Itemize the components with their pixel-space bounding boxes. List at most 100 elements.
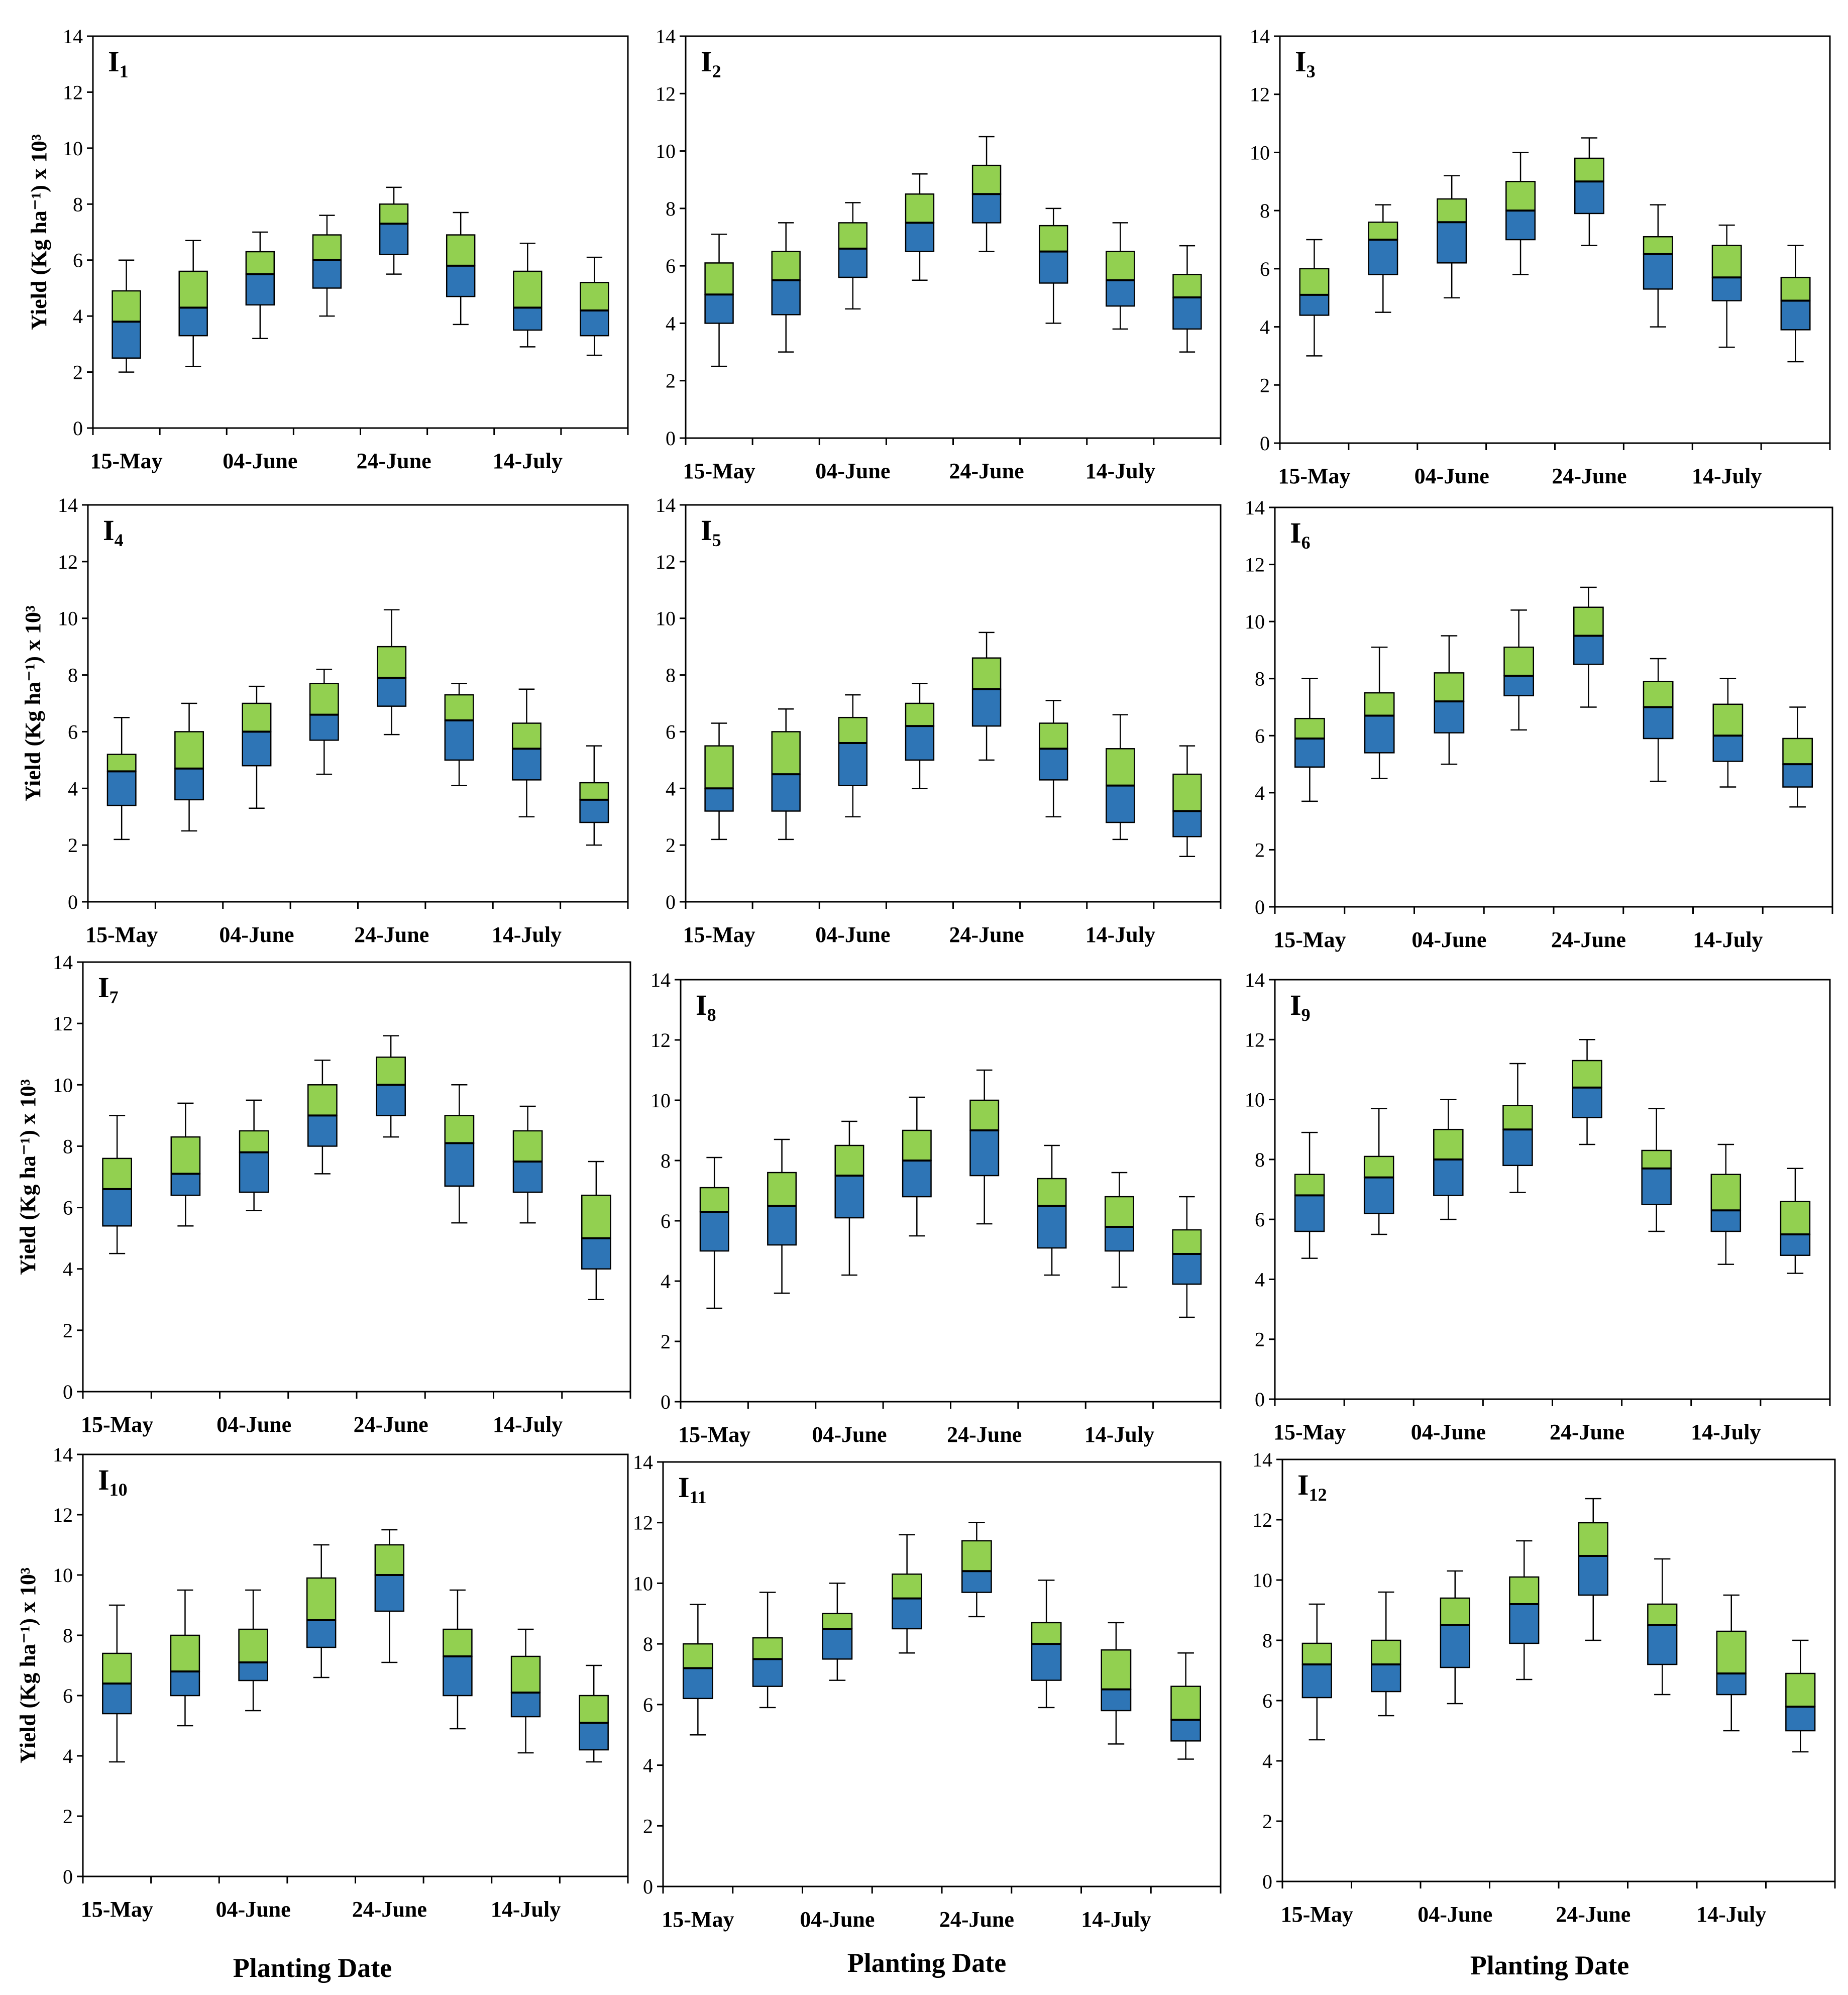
box-lower-quartile: [178, 307, 208, 337]
box-plot-3: [1437, 175, 1467, 298]
box-plot-8: [1172, 245, 1202, 353]
y-tick-label: 2: [63, 1319, 73, 1342]
box-plot-6: [443, 1589, 473, 1730]
box-lower-quartile: [1104, 1226, 1134, 1252]
box-lower-quartile: [822, 1628, 853, 1660]
box-lower-quartile: [1780, 300, 1811, 331]
box-upper-quartile: [1434, 672, 1465, 702]
box-plot-5: [1578, 1498, 1608, 1641]
box-plot-8: [581, 1161, 611, 1301]
box-upper-quartile: [971, 657, 1002, 690]
box-lower-quartile: [1433, 1159, 1464, 1196]
box-lower-quartile: [379, 223, 409, 255]
x-tick-label: 24-June: [352, 1897, 427, 1922]
box-upper-quartile: [170, 1136, 201, 1175]
plot-frame: [82, 1453, 629, 1877]
panel-title-subscript: 7: [110, 987, 119, 1007]
panel-title: I12: [1297, 1468, 1327, 1505]
box-lower-quartile: [1573, 635, 1604, 665]
box-plot-8: [1782, 706, 1813, 808]
box-upper-quartile: [1037, 1178, 1067, 1207]
box-upper-quartile: [1101, 1649, 1132, 1690]
box-lower-quartile: [1712, 735, 1744, 762]
x-tick-label: 14-July: [1085, 459, 1155, 483]
x-tick-label: 14-July: [1084, 1422, 1154, 1447]
box-upper-quartile: [581, 1194, 611, 1239]
box-upper-quartile: [822, 1613, 853, 1630]
x-tick-label: 04-June: [815, 459, 890, 483]
box-upper-quartile: [1368, 222, 1398, 241]
box-upper-quartile: [1301, 1642, 1332, 1665]
box-plot-3: [834, 1120, 864, 1276]
plot-frame: [685, 504, 1222, 903]
box-plot-6: [1647, 1558, 1678, 1696]
y-tick-label: 12: [1245, 554, 1265, 576]
y-tick-label: 14: [58, 494, 78, 516]
box-plot-1: [1294, 1131, 1325, 1259]
y-tick-label: 2: [666, 834, 676, 857]
box-upper-quartile: [1294, 717, 1325, 740]
box-plot-5: [374, 1529, 405, 1663]
box-lower-quartile: [838, 248, 868, 278]
x-tick-label: 04-June: [1418, 1902, 1492, 1927]
box-upper-quartile: [1294, 1174, 1325, 1196]
box-upper-quartile: [752, 1637, 783, 1660]
box-lower-quartile: [704, 294, 734, 324]
x-tick-label: 24-June: [357, 449, 431, 473]
box-plot-1: [1301, 1603, 1332, 1741]
x-tick-label: 04-June: [216, 1412, 291, 1437]
box-plot-2: [1368, 204, 1398, 313]
box-upper-quartile: [1785, 1672, 1816, 1708]
panel-title: I5: [701, 514, 721, 550]
panel-title: I7: [98, 971, 119, 1007]
box-lower-quartile: [444, 1142, 475, 1187]
box-upper-quartile: [446, 234, 476, 267]
y-tick-label: 2: [1262, 1810, 1272, 1833]
y-tick-label: 12: [53, 1012, 73, 1035]
box-plot-1: [102, 1604, 132, 1763]
y-tick-label: 8: [1255, 1148, 1265, 1171]
box-plot-4: [1509, 1540, 1540, 1681]
panel-title: I1: [108, 45, 129, 81]
panel-1: 0 2 4 6 8 10 12 14 15-May 04-June 24-June 14-July I1: [63, 25, 629, 473]
box-plot-2: [170, 1102, 201, 1227]
panel-title-letter: I: [98, 971, 110, 1004]
box-upper-quartile: [834, 1144, 864, 1177]
box-plot-5: [377, 609, 407, 736]
box-lower-quartile: [961, 1570, 992, 1593]
box-upper-quartile: [242, 702, 272, 732]
y-tick-label: 10: [656, 140, 676, 163]
box-upper-quartile: [170, 1634, 200, 1672]
axis-titles: Planting Date Planting Date Planting Dat…: [16, 134, 1629, 1983]
box-lower-quartile: [1641, 1168, 1672, 1205]
box-plot-8: [1780, 245, 1811, 363]
y-tick-label: 0: [63, 1865, 73, 1888]
box-upper-quartile: [771, 731, 801, 775]
x-tick-label: 14-July: [1085, 922, 1155, 947]
y-tick-label: 14: [53, 1443, 73, 1466]
box-upper-quartile: [379, 203, 409, 225]
box-lower-quartile: [704, 788, 734, 812]
box-upper-quartile: [1038, 722, 1068, 750]
box-plot-2: [771, 708, 801, 841]
box-upper-quartile: [579, 782, 609, 801]
box-upper-quartile: [312, 234, 342, 261]
box-upper-quartile: [1106, 251, 1135, 281]
box-upper-quartile: [905, 702, 935, 727]
x-tick-label: 14-July: [492, 922, 562, 947]
box-lower-quartile: [1505, 209, 1536, 241]
box-lower-quartile: [513, 307, 542, 331]
panel-title: I3: [1295, 45, 1316, 81]
box-lower-quartile: [1037, 1205, 1067, 1249]
box-upper-quartile: [1437, 198, 1467, 223]
plot-frame: [680, 979, 1222, 1403]
box-lower-quartile: [1578, 1555, 1608, 1596]
y-tick-label: 2: [666, 370, 676, 392]
box-upper-quartile: [1038, 225, 1068, 252]
box-upper-quartile: [1363, 1156, 1394, 1178]
box-plot-4: [307, 1060, 338, 1175]
y-tick-label: 6: [1260, 258, 1270, 280]
x-tick-label: 14-July: [1696, 1902, 1766, 1927]
panel-5: 0 2 4 6 8 10 12 14 15-May 04-June 24-June 14-July I5: [656, 494, 1222, 947]
